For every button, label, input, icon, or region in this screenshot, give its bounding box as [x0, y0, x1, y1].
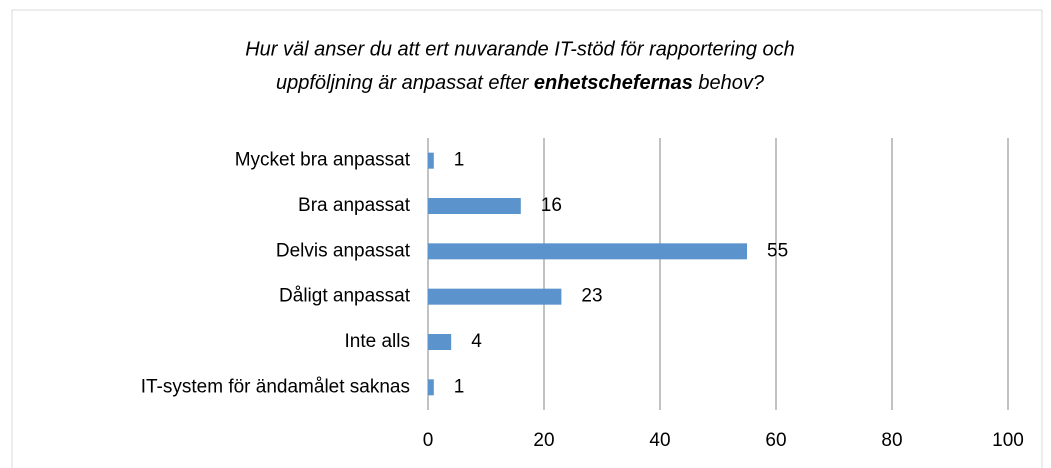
bar [428, 288, 562, 305]
x-tick-label: 0 [423, 430, 434, 451]
bar [428, 334, 452, 350]
y-tick-label: Dåligt anpassat [279, 286, 411, 307]
y-tick-label: Mycket bra anpassat [235, 150, 411, 171]
data-label: 23 [581, 286, 602, 307]
chart-title: Hur väl anser du att ert nuvarande IT-st… [245, 38, 795, 60]
bar [428, 379, 434, 396]
chart-frame [11, 9, 1043, 468]
y-tick-label: Delvis anpassat [276, 240, 411, 261]
data-label: 55 [767, 240, 788, 261]
x-tick-label: 80 [881, 430, 902, 451]
data-label: 1 [454, 376, 465, 397]
y-tick-label: Bra anpassat [298, 195, 411, 216]
bar [428, 152, 434, 169]
data-label: 4 [471, 331, 482, 352]
y-tick-label: IT-system för ändamålet saknas [141, 376, 410, 397]
x-tick-label: 40 [649, 430, 670, 451]
bar [428, 198, 521, 214]
chart-title: uppföljning är anpassat efter enhetschef… [276, 72, 765, 94]
y-tick-label: Inte alls [345, 331, 410, 352]
bar [428, 243, 747, 260]
data-label: 1 [454, 150, 465, 171]
x-tick-label: 20 [533, 430, 554, 451]
data-label: 16 [541, 195, 562, 216]
x-tick-label: 60 [765, 430, 786, 451]
x-tick-label: 100 [992, 430, 1024, 451]
